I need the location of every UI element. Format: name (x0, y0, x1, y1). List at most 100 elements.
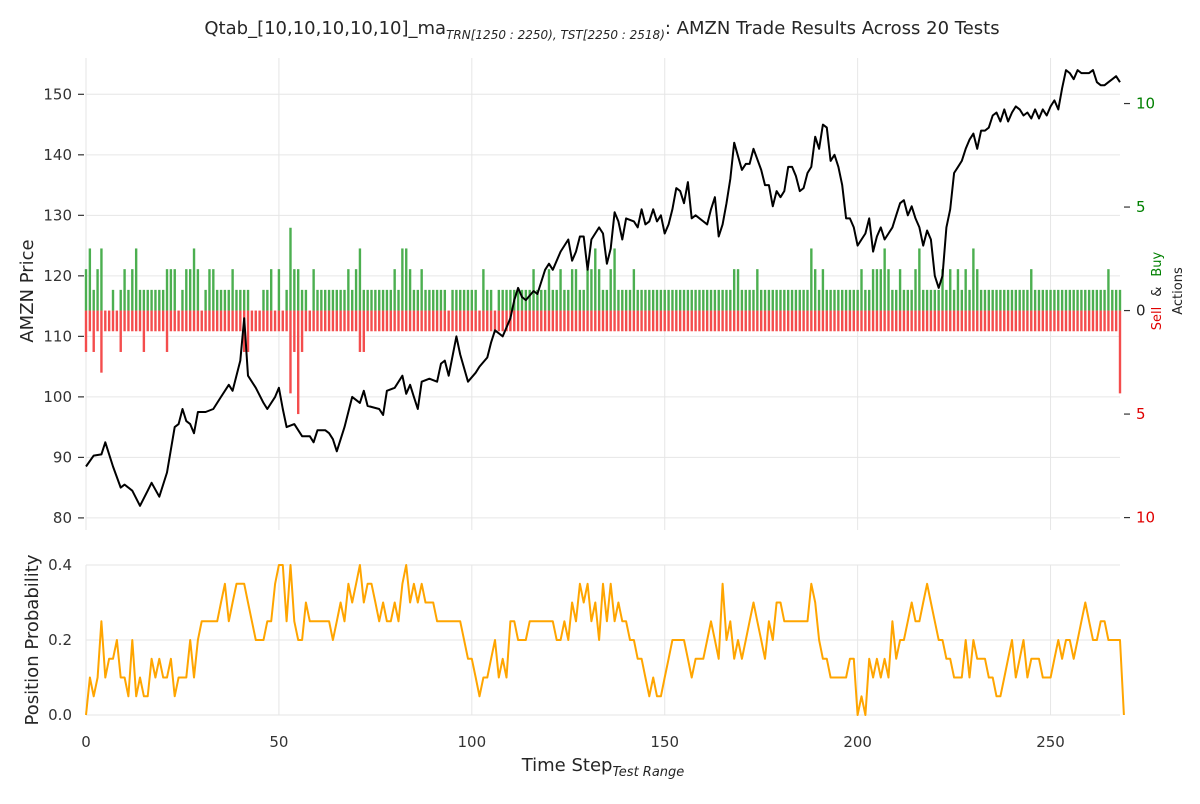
sell-bar (408, 310, 412, 332)
sell-bar (181, 310, 184, 332)
sell-bar (177, 310, 180, 332)
price-tick-label: 140 (43, 146, 72, 164)
buy-bar (945, 289, 948, 311)
buy-bar (1057, 289, 1060, 311)
sell-bar (150, 310, 153, 332)
buy-bar (864, 289, 867, 311)
buy-bar (648, 289, 651, 311)
buy-bar (686, 289, 690, 311)
sell-bar (84, 310, 88, 352)
buy-bar (868, 289, 871, 311)
sell-bar (906, 310, 909, 332)
sell-bar (165, 310, 169, 352)
buy-bar (586, 269, 589, 311)
sell-bar (686, 310, 690, 332)
buy-bar (976, 269, 979, 311)
buy-bar (540, 289, 543, 311)
sell-bar (358, 310, 362, 352)
sell-bar (590, 310, 593, 332)
buy-bar (1068, 289, 1072, 311)
sell-bar (605, 310, 609, 332)
buy-bar (96, 269, 99, 311)
buy-bar (860, 269, 863, 311)
sell-bar (92, 310, 95, 352)
buy-bar (725, 289, 728, 311)
buy-bar (131, 269, 134, 311)
buy-bars (84, 227, 1122, 311)
buy-bar (937, 289, 940, 311)
buy-bar (389, 289, 392, 311)
sell-bar (941, 310, 944, 332)
buy-bar (362, 289, 365, 311)
sell-bar (1095, 310, 1099, 332)
buy-bar (721, 289, 724, 311)
probability-line (85, 564, 1125, 716)
buy-bar (381, 289, 385, 311)
price-panel: 80 90 100 110 120 130 140 150 10 5 0 5 10 AMZN Pric… (17, 58, 1186, 530)
buy-bar (327, 289, 331, 311)
buy-bar (289, 227, 292, 311)
svg-text:Sell&Buy: Sell & Buy (1150, 251, 1165, 330)
sell-bar (312, 310, 315, 332)
buy-bar (1041, 289, 1045, 311)
sell-bar (223, 310, 227, 332)
buy-bar (678, 289, 682, 311)
sell-bar (1099, 310, 1102, 332)
x-axis-label-main: Time Step (521, 755, 613, 776)
buy-bar (277, 269, 281, 311)
sell-bar (837, 310, 840, 332)
sell-bar (277, 310, 281, 332)
sell-bar (497, 310, 501, 332)
sell-bar (158, 310, 161, 332)
buy-bar (505, 289, 508, 311)
sell-bar (902, 310, 906, 332)
sell-bar (505, 310, 508, 332)
price-tick-label: 110 (43, 327, 72, 345)
buy-bar (204, 289, 207, 311)
buy-bar (837, 289, 840, 311)
buy-bar (196, 269, 200, 311)
buy-bar (161, 289, 165, 311)
sell-bar (424, 310, 427, 332)
buy-bar (501, 289, 504, 311)
sell-bar (570, 310, 574, 332)
buy-bar (223, 289, 227, 311)
buy-bar (262, 289, 265, 311)
buy-bar (405, 248, 408, 311)
sell-bar (868, 310, 871, 332)
sell-bar (1053, 310, 1056, 332)
buy-bar (547, 269, 551, 311)
buy-bar (802, 289, 805, 311)
sell-bar (281, 310, 284, 332)
probability-tick-label: 0.2 (48, 631, 72, 649)
x-tick-label: 250 (1036, 733, 1065, 751)
buy-bar (520, 289, 524, 311)
buy-bar (848, 289, 852, 311)
buy-bar (150, 289, 153, 311)
sell-bar (482, 310, 485, 332)
buy-bar (420, 269, 423, 311)
buy-bar (266, 289, 269, 311)
buy-bar (729, 289, 732, 311)
buy-bar (215, 289, 219, 311)
buy-bar (165, 269, 169, 311)
buy-bar (709, 289, 713, 311)
buy-bar (756, 269, 759, 311)
buy-bar (428, 289, 431, 311)
sell-bar (682, 310, 686, 332)
buy-bar (902, 289, 906, 311)
sell-bar (88, 310, 92, 332)
actions-tick-label: 5 (1136, 198, 1146, 216)
sell-bar (474, 310, 477, 332)
buy-bar (181, 289, 184, 311)
sell-bar (111, 310, 115, 332)
sell-bar (744, 310, 747, 332)
buy-bar (397, 289, 400, 311)
buy-bar (964, 269, 967, 311)
price-axis-label: AMZN Price (17, 239, 38, 342)
sell-bar (516, 310, 520, 332)
buy-bar (1099, 289, 1102, 311)
buy-bar (879, 269, 882, 311)
buy-bar (956, 269, 960, 311)
